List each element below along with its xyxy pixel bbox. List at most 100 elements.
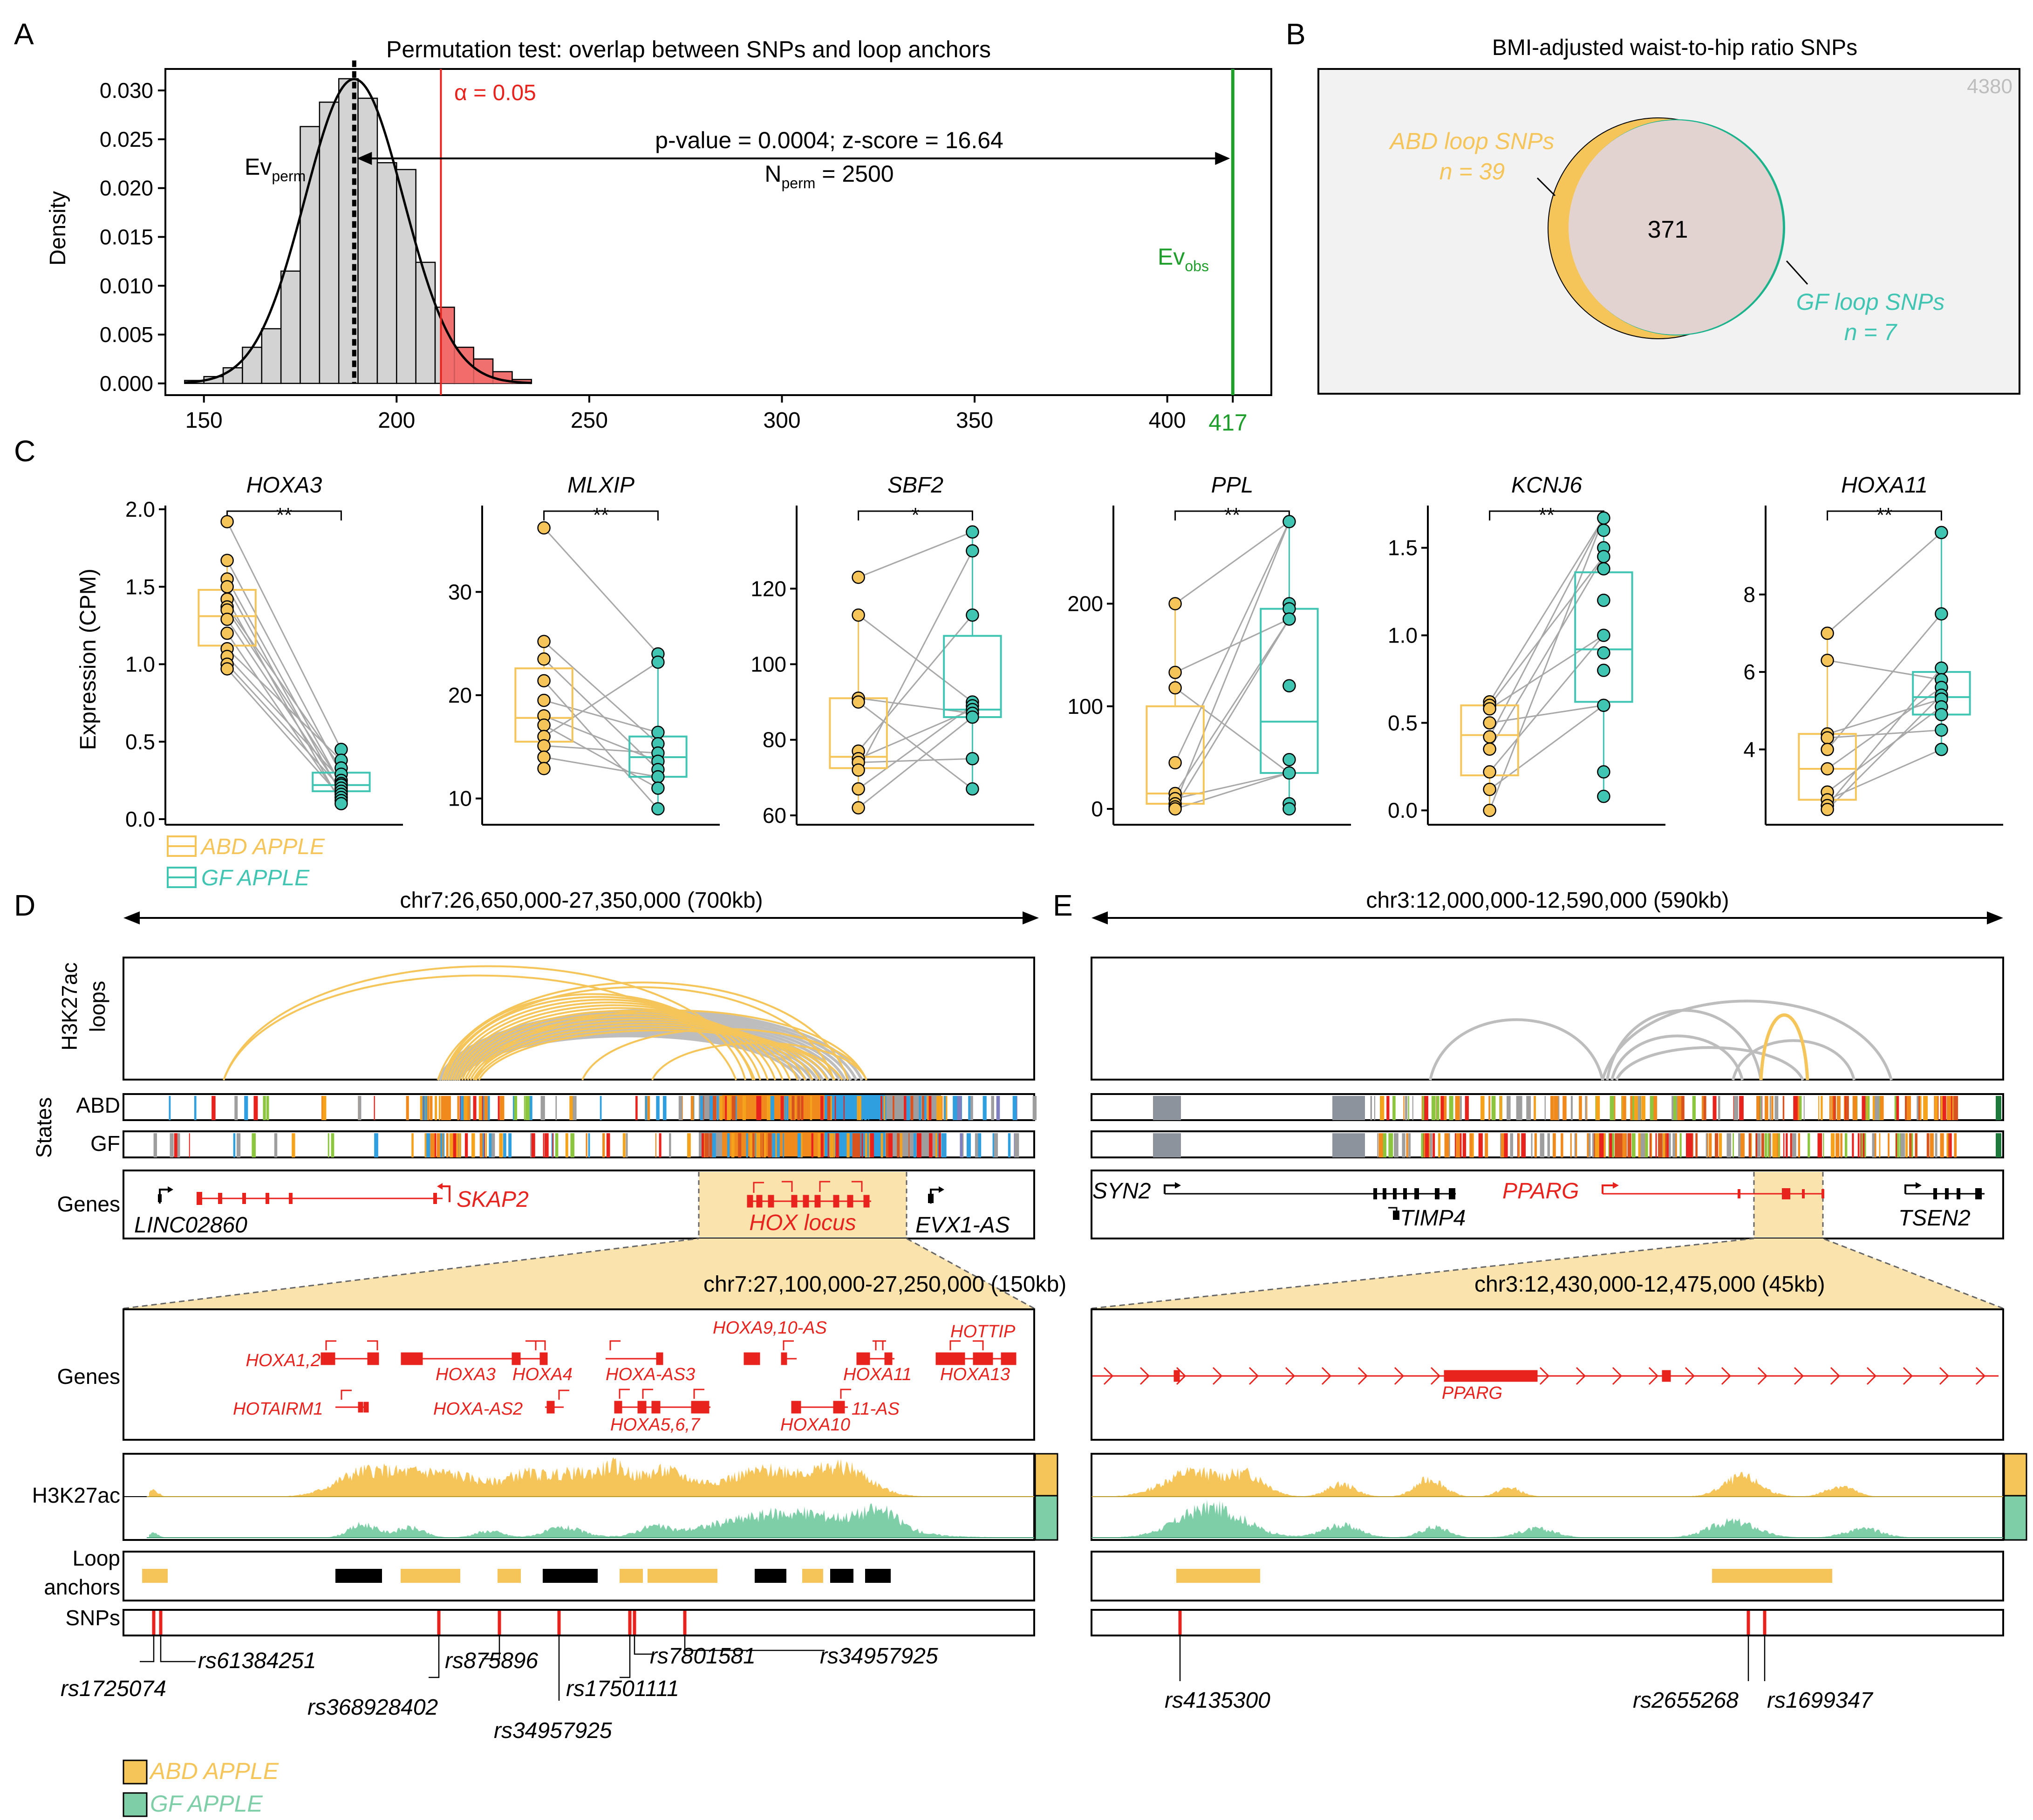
state-segment <box>786 1096 789 1120</box>
loop-arc <box>1429 1018 1604 1081</box>
state-segment <box>1638 1133 1641 1157</box>
gene-title: KCNJ6 <box>1511 473 1582 498</box>
loop-arc <box>457 1034 802 1081</box>
state-segment <box>1915 1133 1917 1157</box>
sig-stars: * <box>911 504 919 527</box>
state-segment <box>244 1096 248 1120</box>
zoom-wedge <box>123 1238 1034 1308</box>
pair-line <box>1827 694 1942 810</box>
state-segment <box>853 1133 858 1157</box>
panel-d-letter: D <box>14 889 35 922</box>
state-segment <box>499 1096 505 1120</box>
state-segment <box>488 1096 490 1120</box>
state-segment <box>756 1133 761 1157</box>
state-segment <box>480 1133 484 1157</box>
abd-point <box>1483 782 1496 796</box>
state-segment <box>1739 1096 1744 1120</box>
state-segment <box>1954 1096 1958 1120</box>
ev-perm-label: Evperm <box>245 154 306 185</box>
gf-point <box>1935 723 1948 737</box>
pair-line <box>858 716 973 808</box>
state-segment <box>906 1096 910 1120</box>
state-segment <box>1668 1133 1671 1157</box>
loop-arc <box>1732 1039 1856 1081</box>
state-segment <box>322 1096 327 1120</box>
snp-rs34957925-a: rs34957925 <box>494 1718 612 1743</box>
state-segment <box>716 1096 719 1120</box>
state-segment <box>1830 1133 1835 1157</box>
x-tick-label: 400 <box>1149 408 1186 433</box>
abd-point <box>1483 730 1496 744</box>
hox-highlight <box>699 1172 907 1237</box>
state-segment <box>924 1096 927 1120</box>
gene-hoxa10: HOXA10 <box>780 1415 850 1435</box>
state-segment <box>1782 1096 1785 1120</box>
state-segment <box>1760 1096 1761 1120</box>
snp-rs368928402: rs368928402 <box>307 1695 438 1720</box>
sig-stars: ** <box>276 504 292 527</box>
pair-line <box>858 615 973 752</box>
state-segment <box>234 1096 238 1120</box>
boxplots: 0.00.51.01.52.0HOXA3**102030MLXIP**60801… <box>125 473 2003 831</box>
state-segment <box>473 1096 477 1120</box>
state-segment <box>1941 1096 1944 1120</box>
gene-hoxa5-6-7: HOXA5,6,7 <box>610 1415 701 1435</box>
state-segment <box>482 1133 484 1157</box>
snp-rs61384251: rs61384251 <box>198 1649 316 1673</box>
state-segment <box>1388 1133 1393 1157</box>
pair-line <box>1174 618 1290 673</box>
state-segment <box>1862 1133 1865 1157</box>
state-segment <box>1692 1133 1693 1157</box>
state-segment <box>1765 1096 1768 1120</box>
state-segment <box>1860 1133 1862 1157</box>
loops-track-e <box>1091 957 2004 1081</box>
state-segment <box>1382 1133 1387 1157</box>
panel-a-ylabel: Density <box>46 191 70 266</box>
state-segment <box>211 1096 216 1120</box>
abd-point <box>1168 681 1182 695</box>
pair-line <box>1174 521 1290 763</box>
gf-point <box>1283 679 1296 692</box>
venn-gf-n: n = 7 <box>1844 319 1898 345</box>
gf-point <box>966 608 979 622</box>
gf-point <box>651 770 665 784</box>
hist-bar <box>300 126 321 384</box>
state-segment <box>749 1133 753 1157</box>
pair-line <box>1489 556 1604 706</box>
state-segment <box>449 1133 453 1157</box>
state-segment <box>422 1096 424 1120</box>
state-segment <box>1904 1096 1907 1120</box>
state-segment <box>1540 1133 1545 1157</box>
state-segment <box>768 1133 772 1157</box>
hist-bar <box>242 347 263 384</box>
panel-b-title: BMI-adjusted waist-to-hip ratio SNPs <box>1492 35 1857 60</box>
abd-point <box>537 739 551 753</box>
gf-point <box>1283 753 1296 766</box>
state-segment <box>1387 1096 1390 1120</box>
state-segment <box>602 1133 605 1157</box>
state-segment <box>464 1096 468 1120</box>
y-tick-label: 0.5 <box>1388 711 1418 735</box>
loop-arc <box>1601 999 1893 1081</box>
gf-point <box>1597 629 1610 642</box>
state-segment <box>746 1133 748 1157</box>
state-segment <box>1844 1133 1848 1157</box>
loop-arc <box>651 1042 867 1081</box>
state-segment <box>169 1096 171 1120</box>
state-segment <box>941 1133 945 1157</box>
y-tick-label: 4 <box>1743 737 1755 761</box>
gene-pparg: PPARG <box>1502 1179 1579 1204</box>
state-segment <box>1909 1133 1912 1157</box>
gf-point <box>1935 526 1948 540</box>
panel-b: B BMI-adjusted waist-to-hip ratio SNPs 4… <box>1286 17 2020 395</box>
y-tick-label: 0.005 <box>100 322 153 347</box>
state-segment <box>847 1133 850 1157</box>
state-segment <box>1561 1133 1563 1157</box>
gf-pointer <box>1786 260 1808 285</box>
pair-line <box>226 633 342 801</box>
hist-bar <box>280 270 301 384</box>
state-segment <box>766 1096 771 1120</box>
state-segment <box>425 1096 427 1120</box>
state-segment <box>1817 1133 1822 1157</box>
gf-point <box>1597 550 1610 563</box>
